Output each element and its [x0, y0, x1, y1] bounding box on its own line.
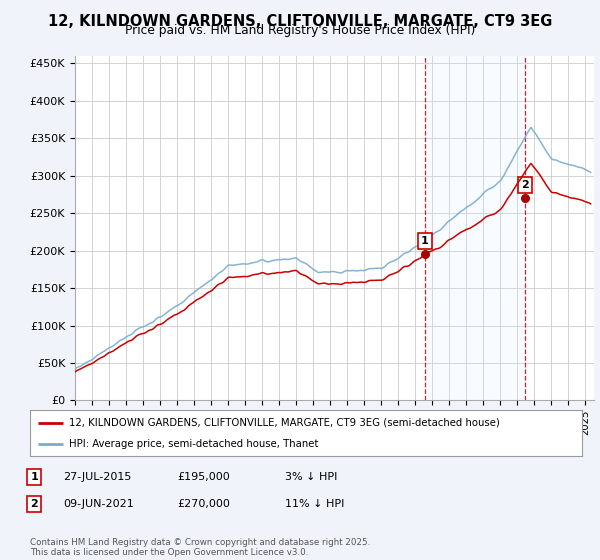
- Text: £195,000: £195,000: [177, 472, 230, 482]
- Text: 09-JUN-2021: 09-JUN-2021: [63, 499, 134, 509]
- Text: 3% ↓ HPI: 3% ↓ HPI: [285, 472, 337, 482]
- Text: 2: 2: [521, 180, 529, 190]
- Text: £270,000: £270,000: [177, 499, 230, 509]
- Text: HPI: Average price, semi-detached house, Thanet: HPI: Average price, semi-detached house,…: [68, 439, 318, 449]
- Text: Contains HM Land Registry data © Crown copyright and database right 2025.
This d: Contains HM Land Registry data © Crown c…: [30, 538, 370, 557]
- Text: 11% ↓ HPI: 11% ↓ HPI: [285, 499, 344, 509]
- Text: 1: 1: [421, 236, 429, 246]
- Text: 27-JUL-2015: 27-JUL-2015: [63, 472, 131, 482]
- Text: 2: 2: [31, 499, 38, 509]
- Text: Price paid vs. HM Land Registry's House Price Index (HPI): Price paid vs. HM Land Registry's House …: [125, 24, 475, 37]
- Bar: [425, 56, 525, 400]
- Text: 12, KILNDOWN GARDENS, CLIFTONVILLE, MARGATE, CT9 3EG (semi-detached house): 12, KILNDOWN GARDENS, CLIFTONVILLE, MARG…: [68, 418, 500, 428]
- Text: 1: 1: [31, 472, 38, 482]
- Text: 12, KILNDOWN GARDENS, CLIFTONVILLE, MARGATE, CT9 3EG: 12, KILNDOWN GARDENS, CLIFTONVILLE, MARG…: [48, 14, 552, 29]
